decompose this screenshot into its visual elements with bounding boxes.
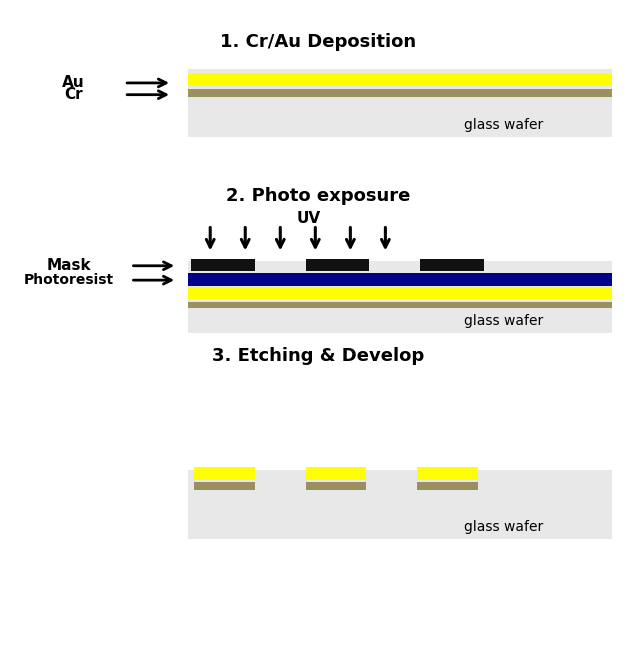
Text: 3. Etching & Develop: 3. Etching & Develop bbox=[212, 347, 425, 365]
Text: 2. Photo exposure: 2. Photo exposure bbox=[226, 187, 411, 205]
Text: 1. Cr/Au Deposition: 1. Cr/Au Deposition bbox=[220, 33, 417, 52]
Text: Mask: Mask bbox=[47, 259, 91, 273]
Bar bbox=[194, 482, 255, 490]
Text: glass wafer: glass wafer bbox=[464, 314, 543, 328]
Text: glass wafer: glass wafer bbox=[464, 118, 543, 133]
Bar bbox=[417, 482, 478, 490]
Text: UV: UV bbox=[297, 211, 321, 225]
Text: Au: Au bbox=[62, 76, 85, 90]
Bar bbox=[188, 261, 612, 333]
Bar bbox=[188, 73, 612, 86]
Bar bbox=[194, 467, 255, 480]
Bar bbox=[188, 302, 612, 308]
Bar bbox=[188, 470, 612, 539]
Bar bbox=[188, 273, 612, 286]
Bar bbox=[191, 259, 255, 271]
Bar bbox=[306, 259, 369, 271]
Text: Cr: Cr bbox=[64, 88, 83, 102]
Bar bbox=[188, 287, 612, 299]
Bar bbox=[306, 467, 366, 480]
Bar bbox=[188, 69, 612, 137]
Bar bbox=[188, 89, 612, 97]
Bar bbox=[306, 482, 366, 490]
Bar bbox=[420, 259, 484, 271]
Bar bbox=[417, 467, 478, 480]
Text: glass wafer: glass wafer bbox=[464, 520, 543, 534]
Text: Photoresist: Photoresist bbox=[24, 273, 114, 287]
